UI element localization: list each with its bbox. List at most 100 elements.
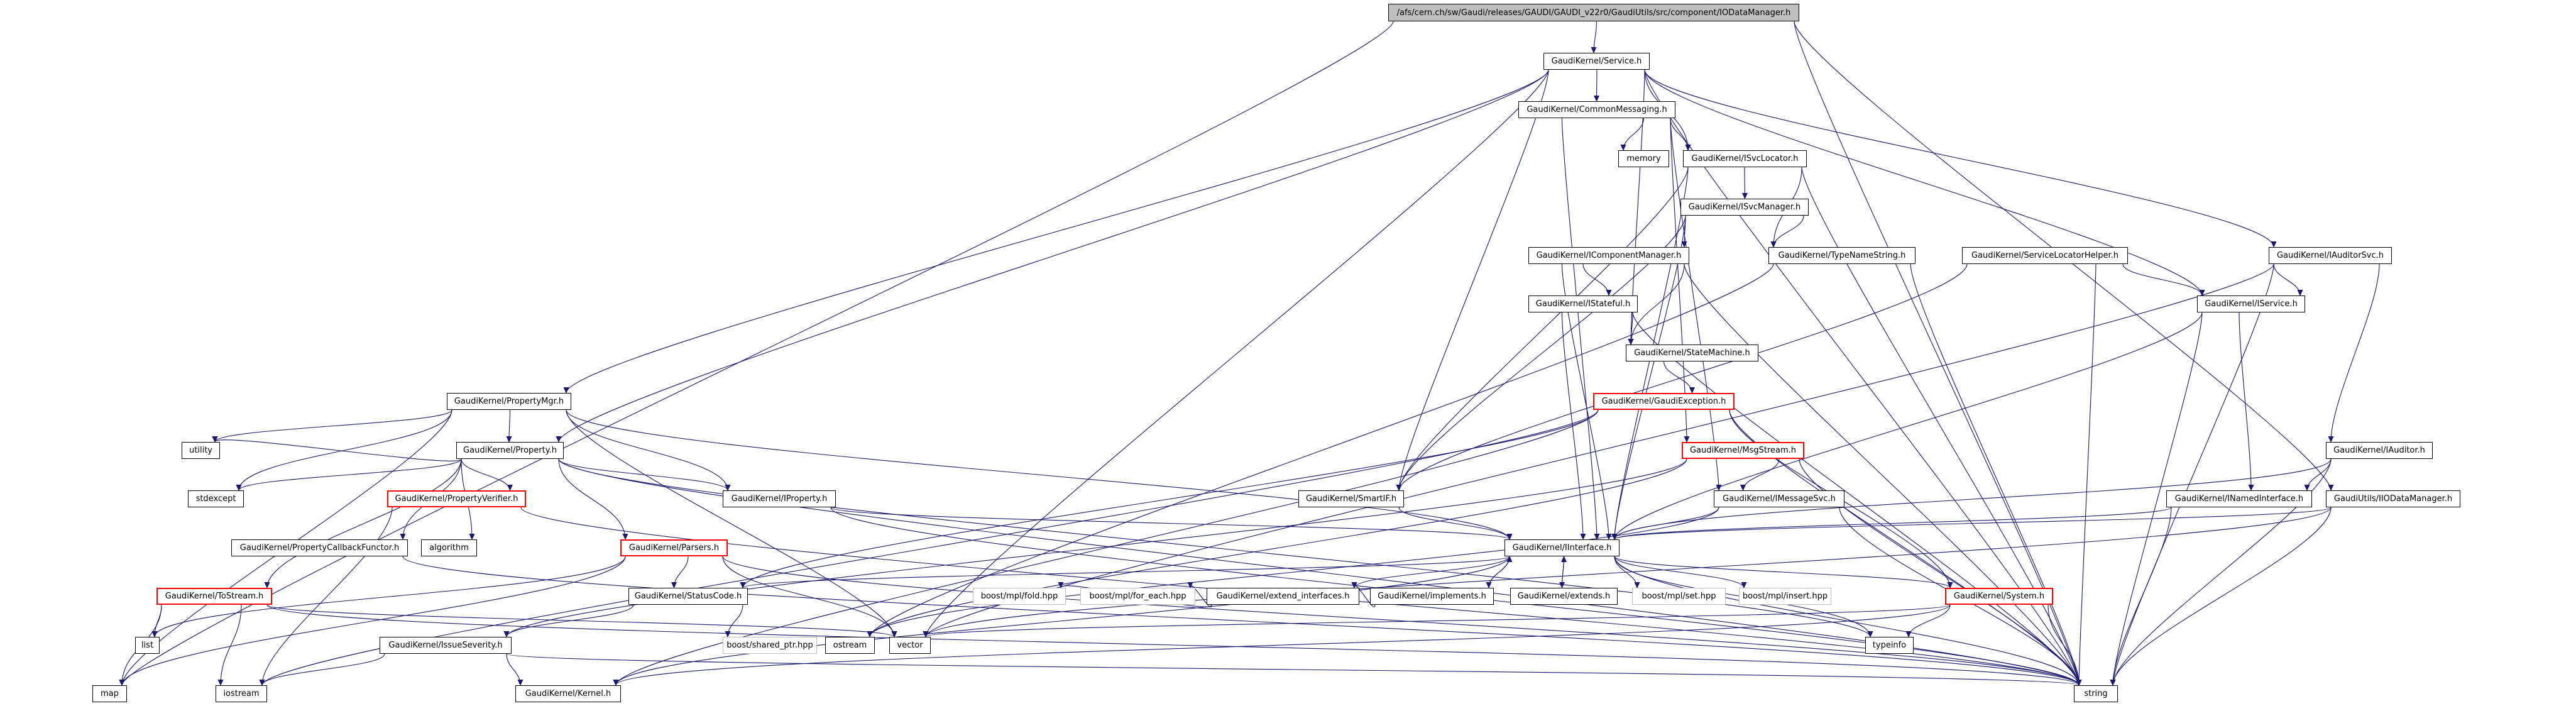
edge-icomponentmanager-to-istateful [1582,263,1612,296]
graph-node-algorithm[interactable]: algorithm [421,539,477,556]
graph-node-propertycallbackfunctor[interactable]: GaudiKernel/PropertyCallbackFunctor.h [231,539,408,556]
graph-node-parsers[interactable]: GaudiKernel/Parsers.h [620,539,728,556]
edge-commonmessaging-to-imessagesvc [1670,118,1722,491]
edge-iproperty-to-iinterface [830,507,1513,540]
edge-parsers-to-vector [722,556,897,637]
edge-gaudiexception-to-iostream [259,409,1599,686]
edge-extendinterfaces-to-foreachhpp [1187,582,1212,607]
graph-node-istateful[interactable]: GaudiKernel/IStateful.h [1528,295,1638,312]
graph-node-kernel[interactable]: GaudiKernel/Kernel.h [515,685,621,702]
graph-node-iservice[interactable]: GaudiKernel/IService.h [2197,295,2305,312]
edge-iauditor-to-iinterface [1611,458,2332,540]
edge-inamedinterface-to-string [2110,507,2172,686]
graph-node-system[interactable]: GaudiKernel/System.h [1945,588,2053,605]
edge-implements-to-extendinterfaces [1351,582,1376,607]
graph-node-isvclocator[interactable]: GaudiKernel/ISvcLocator.h [1683,150,1807,167]
edge-service-to-iauditorsvc [1644,69,2277,248]
graph-node-map[interactable]: map [92,685,127,702]
graph-node-servicelocatorhelper[interactable]: GaudiKernel/ServiceLocatorHelper.h [1962,247,2128,264]
edge-implements-to-iinterface [1488,556,1513,588]
graph-node-foldhpp: boost/mpl/fold.hpp [973,588,1066,605]
graph-node-mplinsert: boost/mpl/insert.hpp [1739,588,1831,605]
graph-node-stdexcept[interactable]: stdexcept [188,490,244,507]
graph-node-tostream[interactable]: GaudiKernel/ToStream.h [156,588,272,605]
edge-istateful-to-statemachine [1628,312,1634,345]
graph-node-inamedinterface[interactable]: GaudiKernel/INamedInterface.h [2166,490,2312,507]
edge-iservice-to-string [2110,312,2203,686]
graph-node-gaudiexception[interactable]: GaudiKernel/GaudiException.h [1593,393,1735,410]
graph-node-iinterface[interactable]: GaudiKernel/IInterface.h [1504,539,1620,556]
edge-propertymgr-to-iinterface [566,409,1513,540]
graph-node-imessagesvc[interactable]: GaudiKernel/IMessageSvc.h [1714,490,1844,507]
graph-node-iauditor[interactable]: GaudiKernel/IAuditor.h [2326,442,2433,459]
edge-msgstream-to-ostream [867,458,1687,637]
graph-node-typeinfo[interactable]: typeinfo [1865,637,1914,654]
edge-property-to-propertyverifier [461,458,513,491]
edge-service-to-statemachine [1628,69,1645,345]
graph-node-icomponentmanager[interactable]: GaudiKernel/IComponentManager.h [1528,247,1689,264]
edge-iinterface-to-mplset [1614,556,1640,588]
edge-inamedinterface-to-iinterface [1611,507,2172,540]
graph-node-memory[interactable]: memory [1618,150,1669,167]
edge-title-to-string [1794,21,2082,686]
graph-node-vector[interactable]: vector [889,637,931,654]
edge-property-to-parsers [558,458,628,540]
graph-node-propertyverifier[interactable]: GaudiKernel/PropertyVerifier.h [387,490,526,507]
edge-tostream-to-iostream [217,604,242,686]
edge-property-to-utility [212,436,462,461]
edge-commonmessaging-to-isvclocator [1670,118,1691,151]
graph-node-extends[interactable]: GaudiKernel/extends.h [1510,588,1618,605]
graph-node-propertymgr[interactable]: GaudiKernel/PropertyMgr.h [447,393,571,410]
edge-title-to-service [1591,21,1598,53]
graph-node-typenamestring[interactable]: GaudiKernel/TypeNameString.h [1768,247,1916,264]
graph-node-commonmessaging[interactable]: GaudiKernel/CommonMessaging.h [1518,101,1675,118]
graph-node-service[interactable]: GaudiKernel/Service.h [1543,53,1650,70]
edge-service-to-property [556,69,1549,443]
graph-root-node: /afs/cern.ch/sw/Gaudi/releases/GAUDI/GAU… [1388,4,1799,21]
graph-node-ostream[interactable]: ostream [825,637,875,654]
graph-node-isvcmanager[interactable]: GaudiKernel/ISvcManager.h [1680,199,1809,216]
edge-extends-to-iinterface [1560,556,1567,588]
graph-node-iproperty[interactable]: GaudiKernel/IProperty.h [723,490,836,507]
edge-isvcmanager-to-iinterface [1611,215,1686,540]
edge-iinterface-to-statuscode [740,556,1510,588]
edge-propertymgr-to-iproperty [566,409,731,491]
edge-parsers-to-string [722,556,2082,686]
graph-node-string[interactable]: string [2074,685,2118,702]
edge-iiodatamanager-to-iinterface [1611,507,2332,540]
edge-service-to-propertymgr [563,69,1549,394]
edge-service-to-iservice [1644,69,2205,296]
edge-tostream-to-list [151,604,162,637]
edge-iinterface-to-mplinsert [1614,556,1747,588]
edge-service-to-vector [923,69,1549,637]
edge-iinterface-to-extendinterfaces [1351,556,1510,588]
edge-icomponentmanager-to-string [1684,263,2082,686]
edge-iauditorsvc-to-iservice [2273,263,2303,296]
graph-node-statuscode[interactable]: GaudiKernel/StatusCode.h [628,588,748,605]
graph-node-property[interactable]: GaudiKernel/Property.h [456,442,564,459]
edge-iauditorsvc-to-string [2110,263,2274,686]
graph-node-list[interactable]: list [135,637,160,654]
graph-node-msgstream[interactable]: GaudiKernel/MsgStream.h [1682,442,1804,459]
edge-statuscode-to-sharedptr [725,604,743,637]
graph-node-iauditorsvc[interactable]: GaudiKernel/IAuditorSvc.h [2269,247,2392,264]
graph-node-statemachine[interactable]: GaudiKernel/StateMachine.h [1626,345,1758,361]
edge-commonmessaging-to-msgstream [1670,118,1690,443]
edge-iauditor-to-inamedinterface [2304,458,2332,491]
graph-node-extendinterfaces[interactable]: GaudiKernel/extend_interfaces.h [1207,588,1359,605]
graph-node-issueseverity[interactable]: GaudiKernel/IssueSeverity.h [380,637,512,654]
graph-node-iostream[interactable]: iostream [216,685,267,702]
edge-iservice-to-iinterface [1611,312,2203,540]
graph-node-smartif[interactable]: GaudiKernel/SmartIF.h [1298,490,1404,507]
edge-system-to-vector [923,604,1951,637]
edge-propertyverifier-to-iostream [259,507,393,686]
edge-msgstream-to-issueseverity [503,458,1687,637]
edge-system-to-kernel [613,604,1951,686]
edge-iauditor-to-string [2110,458,2332,686]
graph-node-iiodatamanager[interactable]: GaudiUtils/IIODataManager.h [2326,490,2460,507]
graph-node-utility[interactable]: utility [182,442,220,459]
graph-node-implements[interactable]: GaudiKernel/implements.h [1370,588,1494,605]
edge-servicelocatorhelper-to-iservice [2122,263,2205,296]
graph-node-sharedptr: boost/shared_ptr.hpp [723,637,817,654]
